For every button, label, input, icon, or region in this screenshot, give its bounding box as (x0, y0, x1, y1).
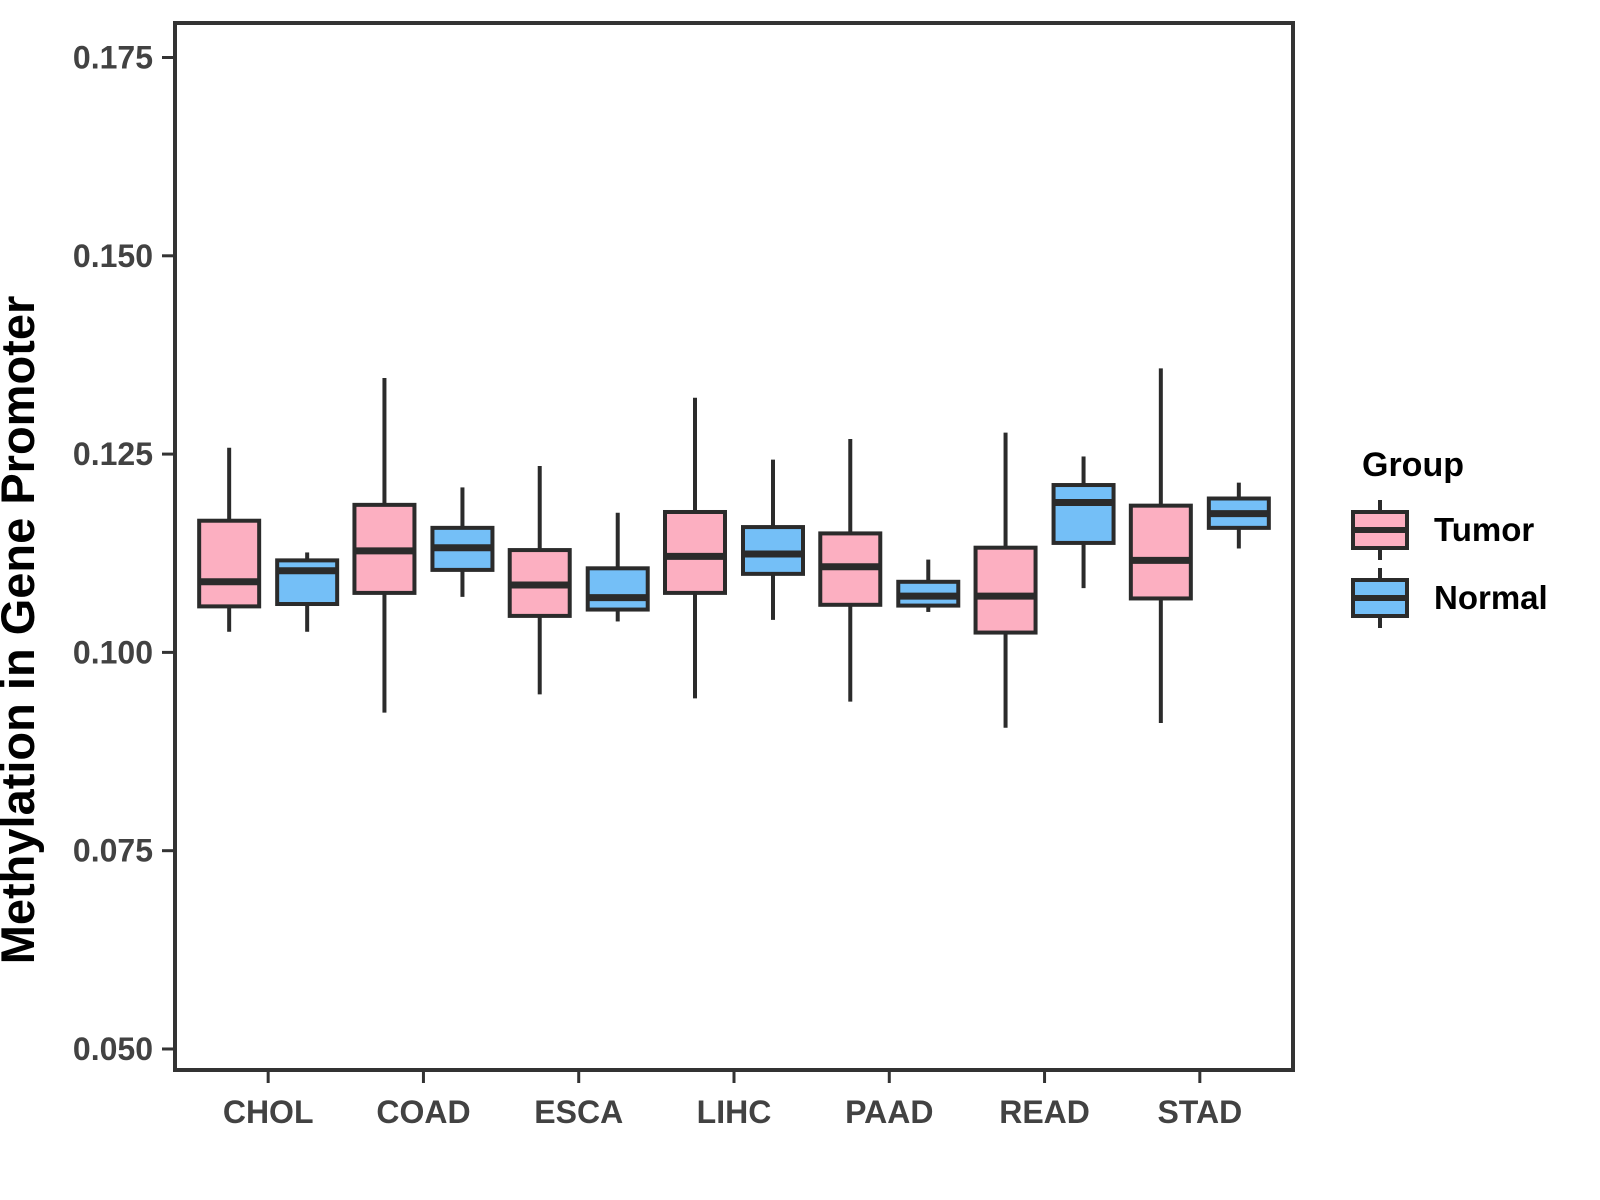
x-axis-tick-label: LIHC (697, 1094, 772, 1130)
normal-boxplot-key-icon (1351, 568, 1409, 628)
legend: Group Tumor Normal (1350, 446, 1548, 635)
legend-label-normal: Normal (1434, 579, 1548, 616)
box-normal-CHOL (275, 558, 340, 607)
x-axis-tick-label: READ (999, 1094, 1090, 1130)
legend-title: Group (1362, 446, 1464, 484)
legend-entry-normal: Normal (1350, 567, 1548, 629)
panel-border (173, 21, 1295, 1072)
box-tumor-LIHC (663, 509, 727, 595)
y-axis-tick-label: 0.100 (73, 634, 153, 670)
box-tumor-CHOL (197, 518, 262, 609)
box-normal-READ (1051, 483, 1116, 545)
box-normal-LIHC (741, 525, 805, 576)
tumor-boxplot-key-icon (1351, 500, 1409, 560)
box-tumor-READ (973, 545, 1038, 635)
legend-entry-tumor: Tumor (1350, 499, 1548, 561)
x-axis-tick-label: ESCA (534, 1094, 623, 1130)
y-axis-title: Methylation in Gene Promoter (0, 296, 44, 965)
y-axis-tick-label: 0.125 (73, 436, 153, 472)
box-tumor-STAD (1128, 503, 1193, 601)
box-normal-ESCA (585, 566, 650, 612)
legend-label-tumor: Tumor (1434, 511, 1535, 548)
x-axis-tick-label: COAD (376, 1094, 470, 1130)
x-axis-tick-label: STAD (1157, 1094, 1242, 1130)
y-axis-tick-label: 0.050 (73, 1031, 153, 1067)
y-axis-tick-label: 0.175 (73, 40, 153, 76)
panel-background (175, 23, 1293, 1070)
y-axis-tick-label: 0.075 (73, 833, 153, 869)
x-axis-tick-label: PAAD (845, 1094, 933, 1130)
x-axis-tick-label: CHOL (223, 1094, 314, 1130)
y-axis-tick-label: 0.150 (73, 238, 153, 274)
